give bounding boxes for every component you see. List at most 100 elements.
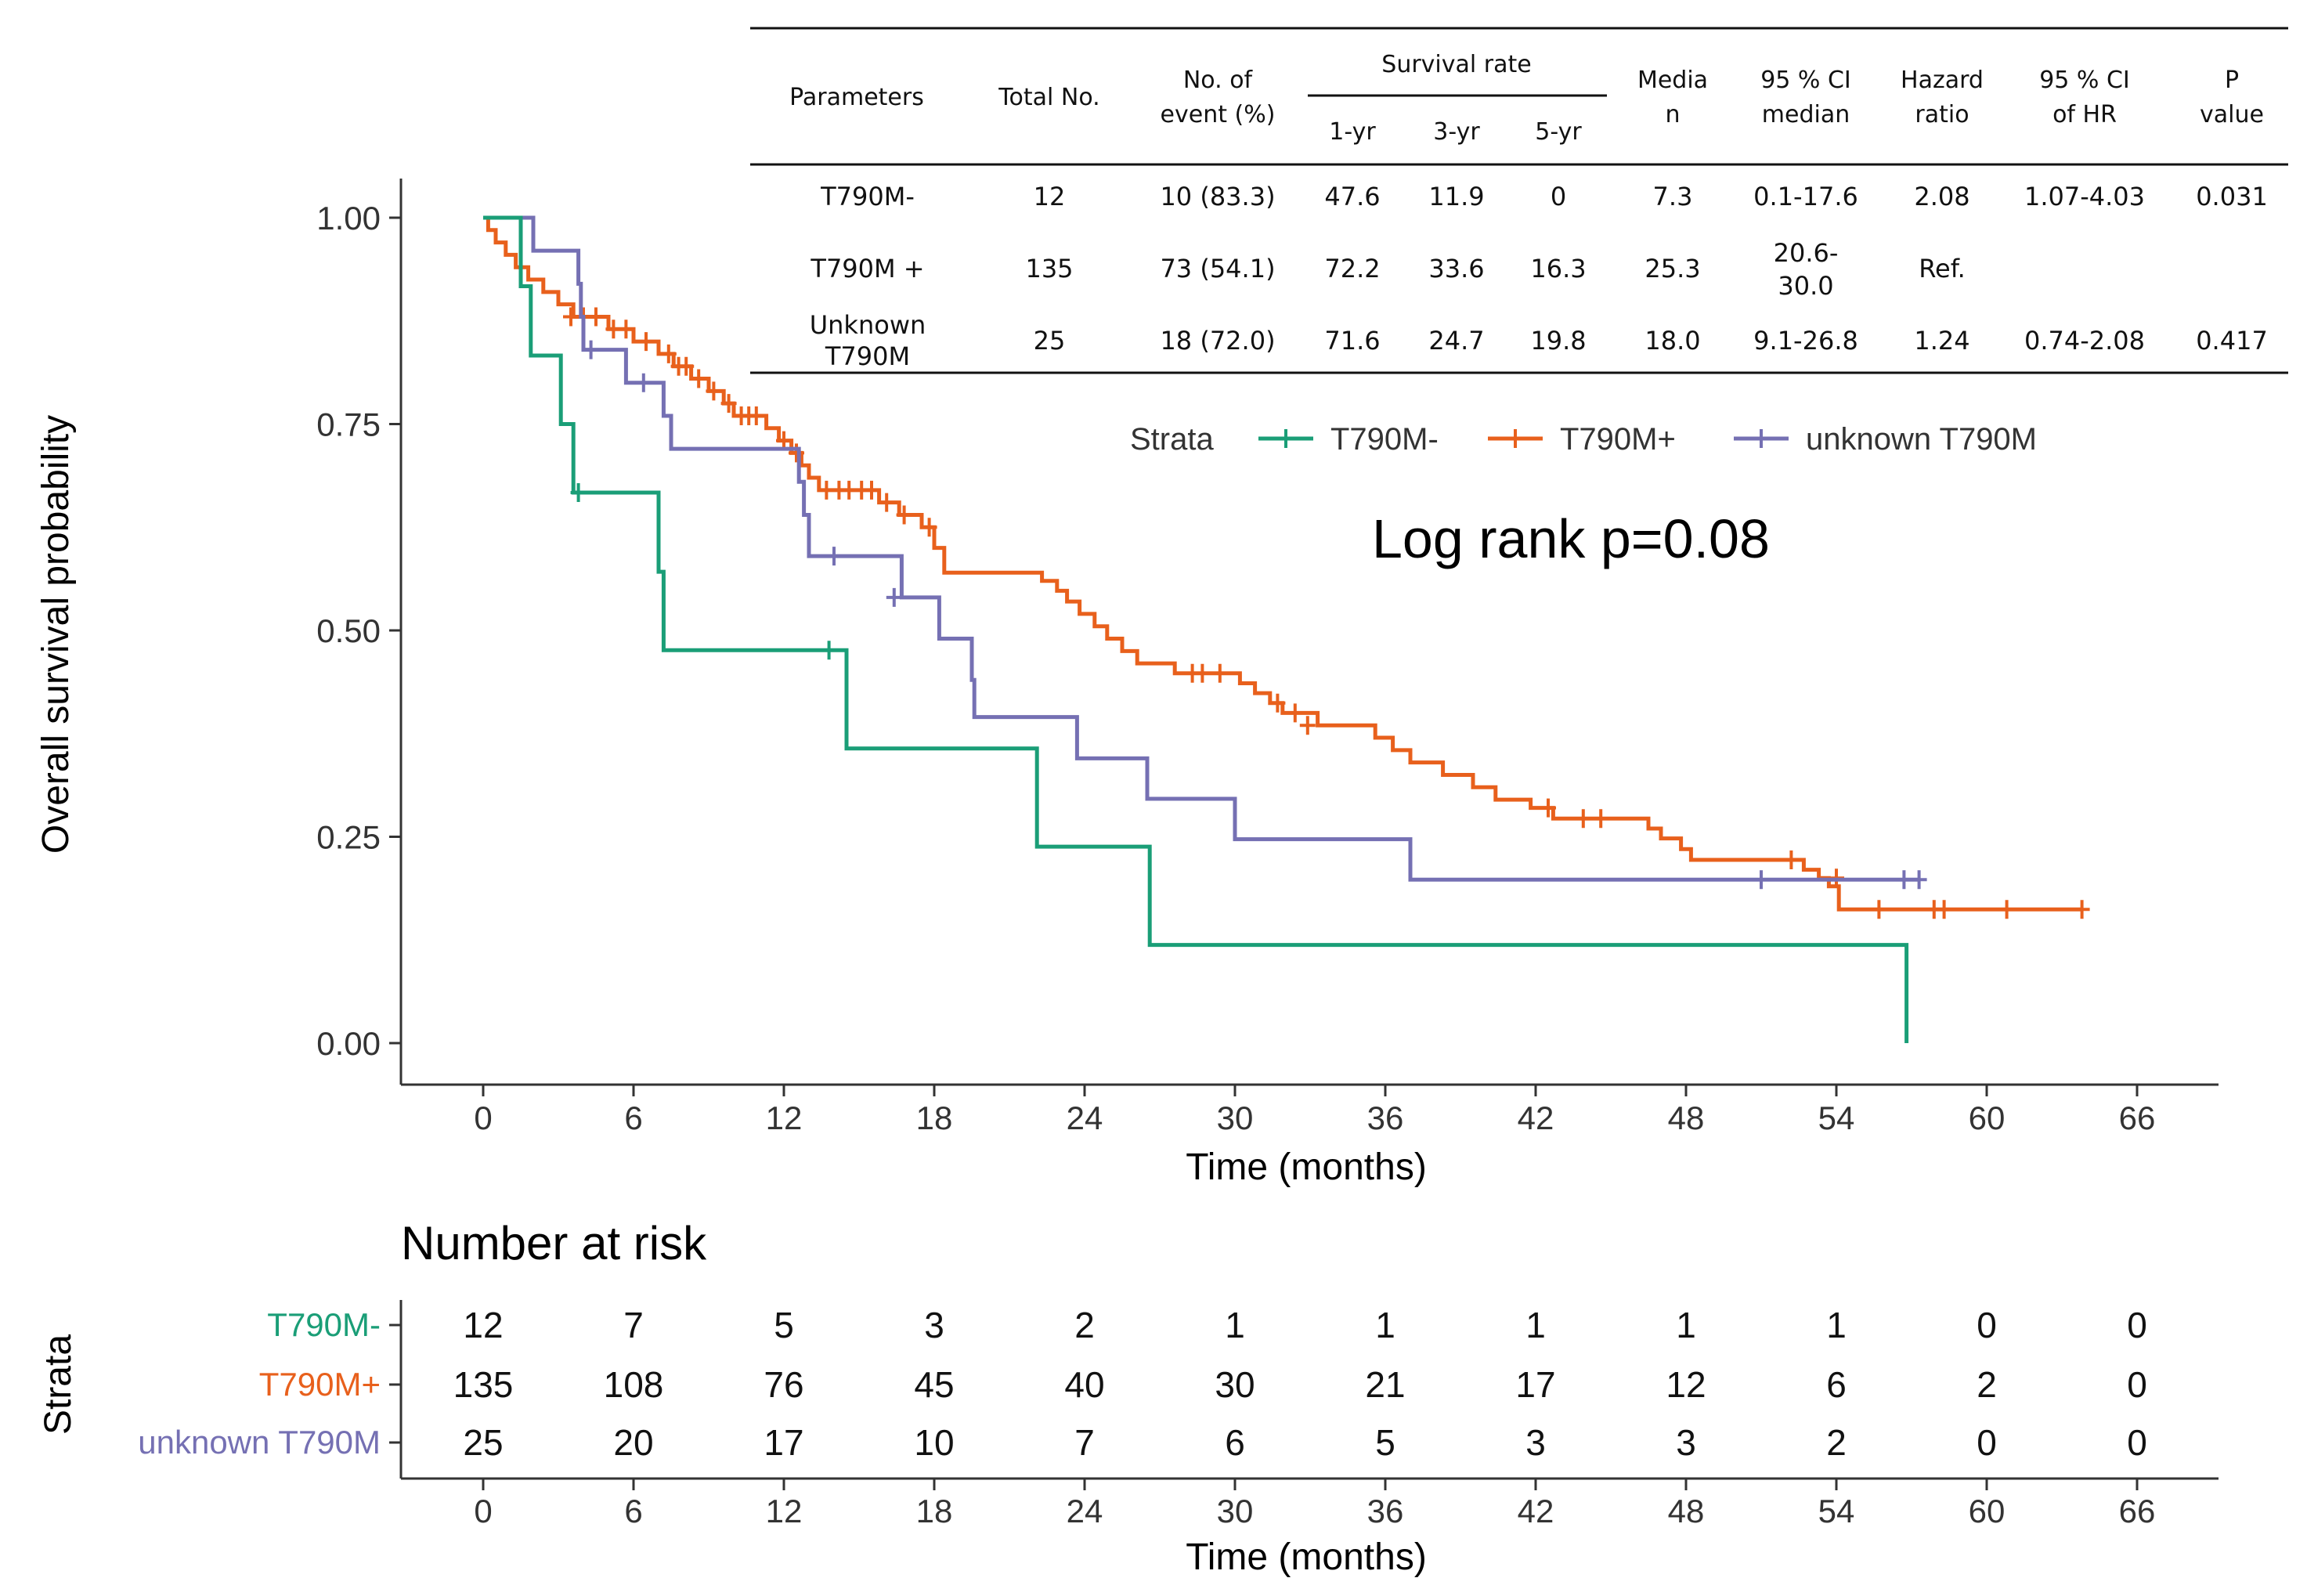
y-tick: 0.25 xyxy=(316,819,401,856)
risk-count: 0 xyxy=(1977,1305,1997,1345)
risk-x-tick: 36 xyxy=(1367,1479,1404,1529)
risk-count: 0 xyxy=(2127,1422,2147,1463)
censor-mark xyxy=(1211,663,1228,683)
risk-x-tick-label: 66 xyxy=(2119,1493,2156,1529)
risk-x-tick: 24 xyxy=(1067,1479,1103,1529)
cell-hr: Ref. xyxy=(1919,254,1966,283)
risk-row: T790M+ 135 108 76 45 40 30 21 17 12 6 2 0 xyxy=(259,1364,2147,1405)
cell-yr1: 47.6 xyxy=(1324,182,1380,211)
cell-ci-hr: 1.07-4.03 xyxy=(2024,182,2145,211)
risk-count: 2 xyxy=(1826,1422,1847,1463)
risk-x-tick: 6 xyxy=(624,1479,643,1529)
cell-yr3: 33.6 xyxy=(1428,254,1484,283)
risk-count: 108 xyxy=(604,1364,664,1405)
censor-mark xyxy=(1936,900,1952,919)
censor-marks xyxy=(583,340,1927,890)
cell-yr5: 0 xyxy=(1551,182,1566,211)
censor-mark xyxy=(1593,809,1609,829)
censor-mark xyxy=(921,518,937,537)
risk-x-tick-label: 36 xyxy=(1367,1493,1404,1529)
censor-mark xyxy=(720,394,737,413)
censor-mark xyxy=(821,641,837,660)
legend-label: T790M+ xyxy=(1560,422,1676,457)
x-tick-label: 54 xyxy=(1818,1100,1855,1136)
risk-x-tick: 66 xyxy=(2119,1479,2156,1529)
risk-count: 17 xyxy=(1515,1364,1555,1405)
cell-median: 18.0 xyxy=(1645,326,1700,356)
th-3yr: 3-yr xyxy=(1433,118,1480,146)
risk-count: 12 xyxy=(1666,1364,1706,1405)
censor-mark xyxy=(1287,703,1303,723)
cell-total: 135 xyxy=(1025,254,1073,283)
risk-count: 45 xyxy=(914,1364,954,1405)
cell-ci-median: 9.1-26.8 xyxy=(1753,326,1858,356)
risk-x-tick-label: 42 xyxy=(1518,1493,1554,1529)
risk-count: 5 xyxy=(1375,1422,1395,1463)
th-parameters: Parameters xyxy=(789,84,924,111)
y-tick: 0.75 xyxy=(316,406,401,443)
risk-count: 1 xyxy=(1225,1305,1245,1345)
x-tick-label: 66 xyxy=(2119,1100,2156,1136)
series-unknown-t790m xyxy=(483,215,1927,890)
risk-count: 30 xyxy=(1215,1364,1255,1405)
censor-mark xyxy=(638,332,654,352)
censor-mark xyxy=(1911,870,1927,890)
cell-parameter: Unknown xyxy=(810,310,926,340)
x-tick-label: 48 xyxy=(1668,1100,1705,1136)
risk-count: 25 xyxy=(463,1422,503,1463)
legend-item: T790M+ xyxy=(1488,422,1676,457)
cell-p: 0.031 xyxy=(2196,182,2268,211)
cell-parameter: T790M- xyxy=(820,182,915,211)
risk-row-label: T790M- xyxy=(267,1306,381,1343)
x-tick: 6 xyxy=(624,1085,643,1136)
risk-x-tick: 18 xyxy=(916,1479,952,1529)
risk-row-label: T790M+ xyxy=(259,1366,381,1403)
censor-mark xyxy=(1753,870,1769,890)
risk-x-tick: 60 xyxy=(1969,1479,2005,1529)
survival-curve xyxy=(483,215,2082,912)
summary-table-background xyxy=(750,23,2289,376)
risk-count: 2 xyxy=(1074,1305,1095,1345)
x-tick-label: 6 xyxy=(624,1100,642,1136)
x-axis-title: Time (months) xyxy=(1186,1146,1427,1188)
censor-mark xyxy=(1575,809,1591,829)
x-tick: 36 xyxy=(1367,1085,1403,1136)
censor-mark xyxy=(618,320,634,339)
x-tick-label: 18 xyxy=(916,1100,953,1136)
cell-median: 7.3 xyxy=(1653,182,1693,211)
risk-x-tick: 0 xyxy=(474,1479,493,1529)
censor-mark xyxy=(691,369,707,388)
th-hr-2: ratio xyxy=(1915,101,1969,128)
risk-count: 10 xyxy=(914,1422,954,1463)
th-events-1: No. of xyxy=(1183,67,1254,94)
x-tick-label: 0 xyxy=(474,1100,492,1136)
censor-mark xyxy=(789,443,804,463)
risk-table: Number at risk Strata T790M- 12 7 5 3 2 1 1 1 1 1 0… xyxy=(38,1217,2219,1578)
y-axis-title: Overall survival probability xyxy=(35,415,77,854)
censor-mark xyxy=(1194,663,1211,683)
x-tick: 30 xyxy=(1217,1085,1253,1136)
x-tick: 48 xyxy=(1668,1085,1705,1136)
cell-median: 25.3 xyxy=(1645,254,1700,283)
censor-marks xyxy=(570,482,837,660)
y-tick-label: 1.00 xyxy=(316,200,381,237)
risk-x-tick-label: 0 xyxy=(474,1493,492,1529)
th-median-2: n xyxy=(1665,101,1680,128)
risk-row-label: unknown T790M xyxy=(138,1424,381,1461)
censor-mark xyxy=(706,381,722,401)
cell-ci-median: 20.6- xyxy=(1774,238,1839,268)
censor-mark xyxy=(896,505,912,525)
x-tick: 24 xyxy=(1067,1085,1103,1136)
censor-mark xyxy=(1871,900,1887,919)
survival-curve xyxy=(483,215,1909,1043)
censor-mark xyxy=(1299,716,1316,735)
y-tick: 0.50 xyxy=(316,612,401,649)
risk-x-tick: 54 xyxy=(1818,1479,1854,1529)
risk-x-tick: 12 xyxy=(766,1479,802,1529)
censor-mark xyxy=(570,482,587,502)
x-tick-label: 60 xyxy=(1969,1100,2006,1136)
censor-mark xyxy=(1540,798,1556,818)
risk-count: 0 xyxy=(2127,1305,2147,1345)
th-hr-1: Hazard xyxy=(1901,67,1984,94)
legend-title: Strata xyxy=(1130,422,1214,457)
